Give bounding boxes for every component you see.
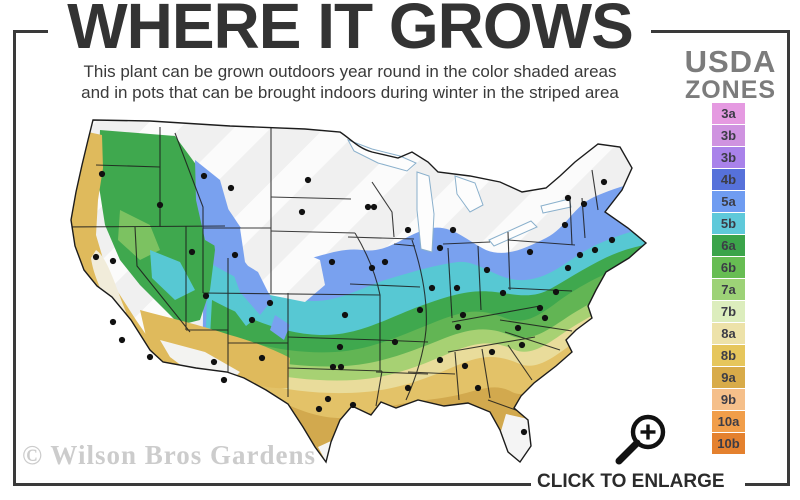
frame-border-bottom-right xyxy=(745,483,790,486)
subtitle-line-2: and in pots that can be brought indoors … xyxy=(81,83,619,102)
subtitle-line-1: This plant can be grown outdoors year ro… xyxy=(83,62,617,81)
zone-swatch-3a-0: 3a xyxy=(712,103,745,124)
zone-swatch-4b-3: 4b xyxy=(712,169,745,190)
frame-border-right xyxy=(787,30,790,486)
frame-border-top-right xyxy=(651,30,790,33)
great-lakes xyxy=(346,139,572,253)
subtitle: This plant can be grown outdoors year ro… xyxy=(40,61,660,103)
zone-swatch-5a-4: 5a xyxy=(712,191,745,212)
zone-swatch-7b-9: 7b xyxy=(712,301,745,322)
zone-legend: 3a 3b 3b 4b 5a 5b 6a 6b 7a 7b 8a 8b 9a 9b 10a 10b xyxy=(712,103,745,455)
zone-swatch-10b-15: 10b xyxy=(712,433,745,454)
zone-swatch-6a-6: 6a xyxy=(712,235,745,256)
state-borders xyxy=(71,127,599,414)
zone-swatch-9a-12: 9a xyxy=(712,367,745,388)
frame-border-bottom-left xyxy=(13,483,531,486)
zone-swatch-10a-14: 10a xyxy=(712,411,745,432)
zone-swatch-7a-8: 7a xyxy=(712,279,745,300)
us-outline xyxy=(70,119,648,464)
watermark: © Wilson Bros Gardens xyxy=(22,440,316,470)
zone-swatch-8a-10: 8a xyxy=(712,323,745,344)
magnifier-plus-icon[interactable] xyxy=(602,406,674,468)
legend-title-zones: ZONES xyxy=(684,75,777,104)
zone-swatch-9b-13: 9b xyxy=(712,389,745,410)
city-dots xyxy=(92,170,616,436)
zone-swatch-5b-5: 5b xyxy=(712,213,745,234)
legend-title-usda: USDA xyxy=(684,44,777,79)
zone-swatch-6b-7: 6b xyxy=(712,257,745,278)
frame-border-left xyxy=(13,30,16,486)
page-title: WHERE IT GROWS xyxy=(67,0,634,62)
zone-swatch-3b-2: 3b xyxy=(712,147,745,168)
click-to-enlarge-button[interactable]: CLICK TO ENLARGE xyxy=(537,471,725,492)
zone-swatch-8b-11: 8b xyxy=(712,345,745,366)
frame-border-top-left xyxy=(13,30,48,33)
legend-title: USDA ZONES xyxy=(668,46,793,103)
zone-swatch-3b-1: 3b xyxy=(712,125,745,146)
